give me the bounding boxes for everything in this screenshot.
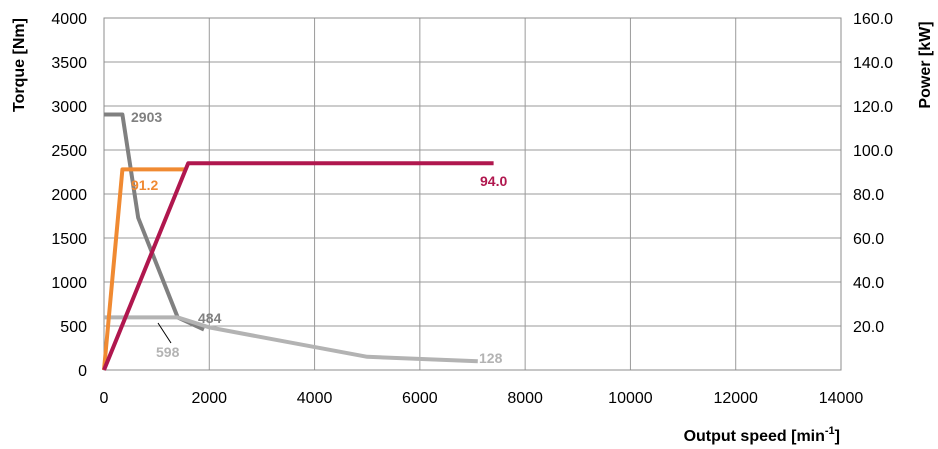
x-tick-label: 2000: [191, 390, 227, 407]
x-tick-label: 14000: [819, 390, 864, 407]
x-tick-label: 10000: [608, 390, 653, 407]
x-tick-label: 4000: [297, 390, 333, 407]
series-group: [102, 112, 494, 371]
y-left-tick-label: 1000: [51, 275, 87, 292]
x-tick-label: 12000: [713, 390, 758, 407]
y-right-axis-ticks: 20.0 40.0 60.0 80.0 100.0 120.0 140.0 160.0: [853, 11, 893, 336]
y-left-tick-label: 0: [78, 363, 87, 380]
series-line-4: [102, 161, 494, 371]
data-label-94-0: 94.0: [480, 173, 507, 189]
x-tick-label: 6000: [402, 390, 438, 407]
y-left-axis-title: Torque [Nm]: [11, 18, 28, 112]
y-left-tick-label: 2000: [51, 187, 87, 204]
x-tick-label: 0: [100, 390, 109, 407]
y-left-tick-label: 3500: [51, 55, 87, 72]
data-label-598: 598: [156, 344, 180, 360]
y-right-tick-label: 140.0: [853, 55, 893, 72]
y-right-tick-label: 80.0: [853, 187, 884, 204]
y-right-tick-label: 160.0: [853, 11, 893, 28]
y-right-tick-label: 120.0: [853, 99, 893, 116]
data-label-128: 128: [479, 350, 503, 366]
y-right-tick-label: 60.0: [853, 231, 884, 248]
y-left-axis-ticks: 0 500 1000 1500 2000 2500 3000 3500 4000: [51, 11, 87, 380]
data-label-91-2: 91.2: [131, 177, 158, 193]
data-label-2903: 2903: [131, 109, 162, 125]
y-right-tick-label: 100.0: [853, 143, 893, 160]
y-left-tick-label: 4000: [51, 11, 87, 28]
y-right-tick-label: 40.0: [853, 275, 884, 292]
x-tick-label: 8000: [507, 390, 543, 407]
data-labels: 2903 484 598 128 91.2 94.0: [131, 109, 507, 366]
y-left-tick-label: 2500: [51, 143, 87, 160]
x-axis-title: Output speed [min-1]: [684, 425, 840, 445]
y-left-tick-label: 1500: [51, 231, 87, 248]
x-axis-ticks: 0 2000 4000 6000 8000 10000 12000 14000: [100, 390, 864, 407]
y-right-axis-title: Power [kW]: [917, 21, 934, 108]
y-right-tick-label: 20.0: [853, 319, 884, 336]
plot-area-frame: [103, 17, 842, 371]
series-line-2: [104, 315, 478, 364]
y-left-tick-label: 500: [60, 319, 87, 336]
series-line-3: [102, 167, 186, 371]
leader-line-598: [157, 322, 172, 344]
data-label-484: 484: [198, 310, 222, 326]
y-left-tick-label: 3000: [51, 99, 87, 116]
